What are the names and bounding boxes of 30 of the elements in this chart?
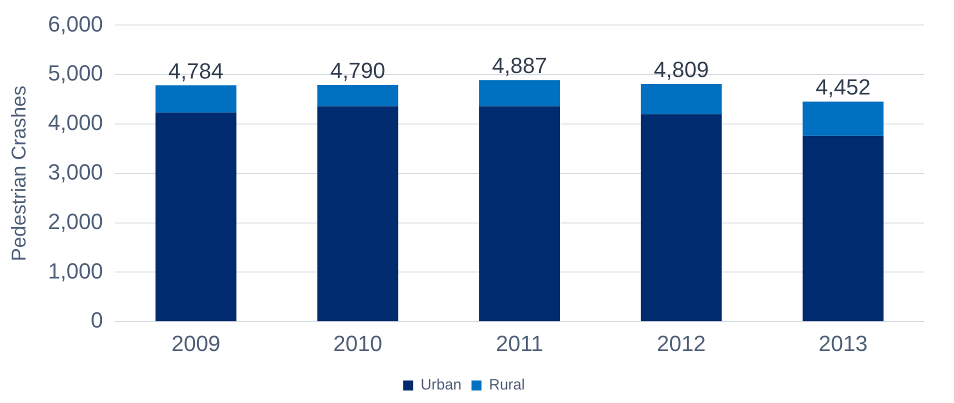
bar (802, 136, 884, 322)
y-tick-label: 5,000 (48, 60, 104, 86)
bar (802, 102, 884, 136)
x-tick-label: 2013 (818, 330, 868, 356)
x-tick-label: 2011 (496, 330, 544, 356)
bar (479, 80, 560, 106)
total-label: 4,887 (492, 53, 548, 78)
y-tick-label: 0 (90, 308, 104, 333)
total-label: 4,790 (330, 58, 386, 84)
legend-label: Rural (489, 376, 525, 394)
bar (640, 84, 722, 114)
y-tick-label: 6,000 (48, 11, 104, 36)
total-label: 4,784 (168, 58, 224, 84)
legend-label: Urban (420, 376, 462, 394)
bar (317, 106, 398, 322)
y-tick-label: 3,000 (48, 159, 104, 184)
bar (156, 112, 236, 322)
bar (156, 85, 236, 113)
x-tick-label: 2012 (656, 330, 706, 356)
total-label: 4,809 (654, 57, 709, 82)
x-tick-label: 2010 (333, 330, 382, 356)
y-tick-label: 2,000 (48, 208, 104, 234)
total-label: 4,452 (816, 74, 871, 100)
y-axis-title: Pedestrian Crashes (8, 86, 31, 262)
bar (640, 114, 722, 322)
bar (479, 106, 560, 322)
y-tick-label: 4,000 (48, 110, 104, 136)
y-tick-label: 1,000 (48, 258, 104, 284)
x-tick-label: 2009 (171, 330, 220, 356)
bar (317, 84, 398, 106)
